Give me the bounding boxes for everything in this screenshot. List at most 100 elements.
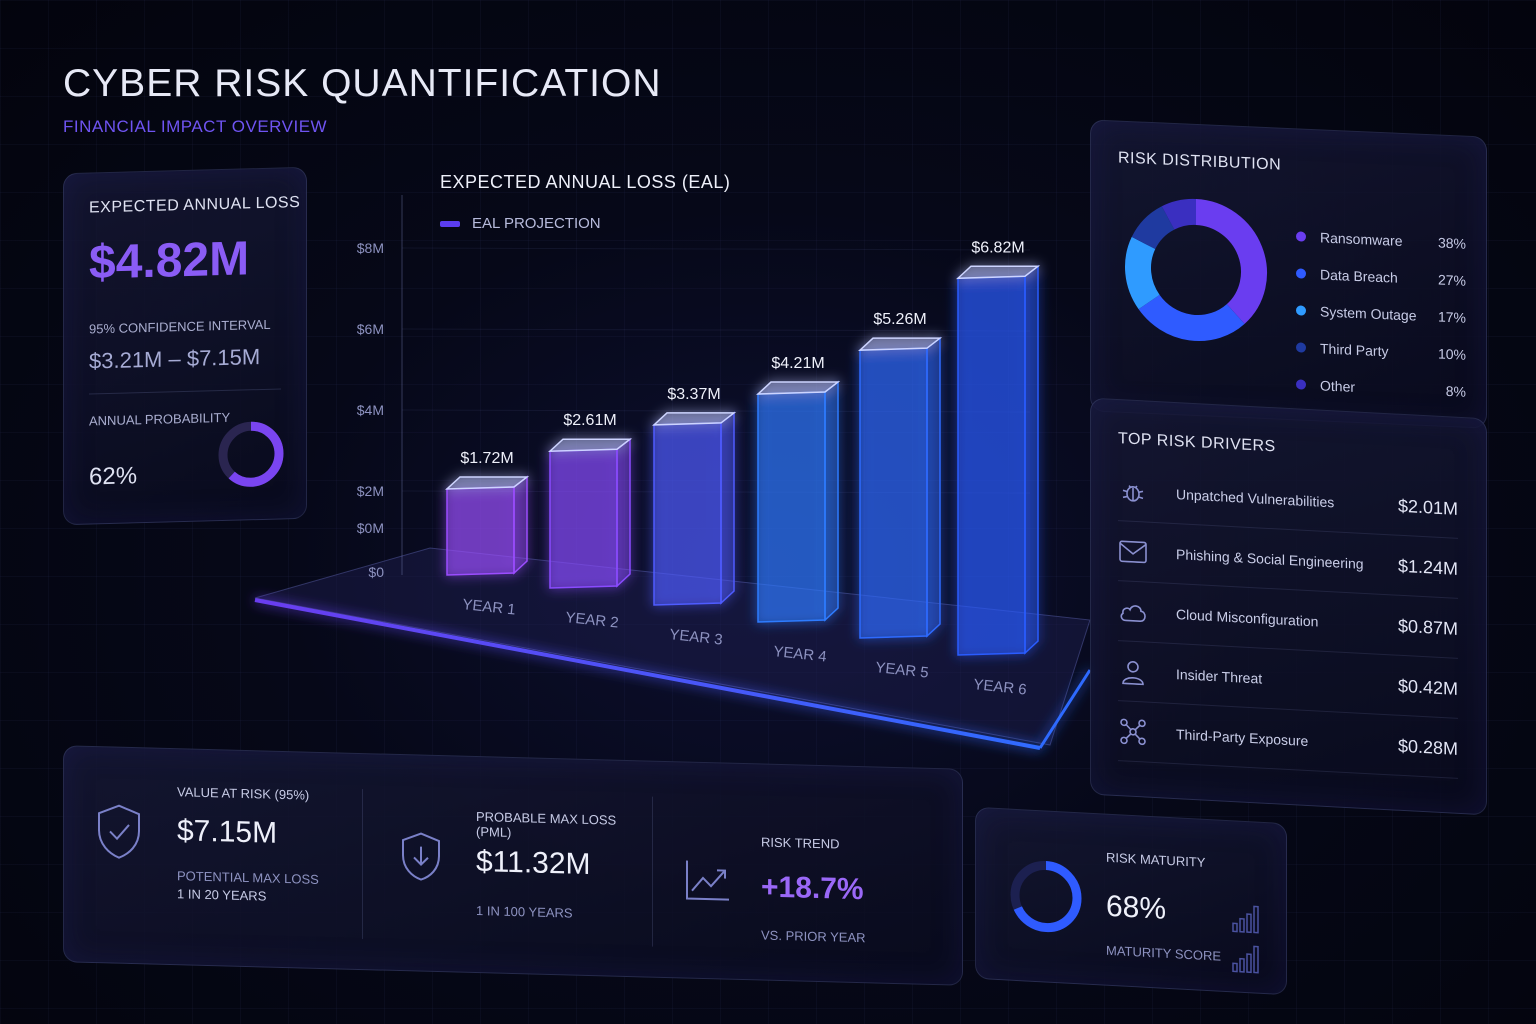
cloud-icon — [1118, 596, 1148, 628]
risk-distribution-legend: Ransomware 38% Data Breach 27% System Outage… — [1296, 217, 1466, 409]
bar — [956, 264, 1041, 656]
risk-maturity-panel[interactable]: RISK MATURITY 68% MATURITY SCORE — [975, 806, 1287, 996]
data-label: $6.82M — [971, 239, 1024, 256]
legend-name: Third Party — [1320, 339, 1389, 359]
risk-driver-value: $0.28M — [1397, 735, 1458, 759]
risk-distribution-panel[interactable]: RISK DISTRIBUTION Ransomware 38% Data Brea… — [1090, 119, 1487, 429]
shield-down-icon — [402, 832, 440, 881]
legend-label: EAL PROJECTION — [472, 215, 601, 232]
legend-pct: 27% — [1437, 271, 1466, 289]
bar-side — [720, 411, 735, 605]
x-tick-label: YEAR 6 — [973, 676, 1028, 698]
chart-title: EXPECTED ANNUAL LOSS (EAL) — [440, 172, 731, 192]
x-tick-label: YEAR 1 — [462, 596, 517, 618]
bars — [445, 264, 1041, 656]
legend-dot — [1296, 230, 1306, 242]
data-label: $1.72M — [460, 450, 513, 467]
maturity-sub: MATURITY SCORE — [1106, 942, 1222, 964]
legend-pct: 8% — [1445, 382, 1466, 400]
y-tick-label: $8M — [357, 240, 384, 256]
network-icon — [1118, 716, 1148, 748]
risk-driver-value: $0.87M — [1397, 615, 1458, 639]
legend-name: Other — [1320, 376, 1356, 395]
user-icon — [1118, 656, 1148, 688]
risk-driver-value: $0.42M — [1397, 675, 1458, 699]
bug-icon — [1118, 476, 1148, 508]
trend-up-icon — [686, 860, 729, 901]
probable-max-loss-stat[interactable]: PROBABLE MAX LOSS (PML) $11.32M 1 IN 100… — [364, 754, 654, 977]
risk-driver-value: $1.24M — [1397, 555, 1458, 579]
risk-drivers-list: Unpatched Vulnerabilities $2.01M Phishing … — [1091, 399, 1486, 779]
var-value: $7.15M — [177, 814, 278, 850]
risk-driver-row[interactable]: Insider Threat $0.42M — [1118, 642, 1458, 719]
legend-row[interactable]: Other 8% — [1296, 365, 1466, 409]
bar-top — [548, 438, 633, 453]
shield-check-icon — [98, 804, 140, 859]
legend-pct: 17% — [1437, 308, 1466, 326]
top-risk-drivers-label: TOP RISK DRIVERS — [1118, 430, 1276, 456]
risk-driver-name: Third-Party Exposure — [1176, 726, 1309, 750]
y-tick-label: $4M — [357, 402, 384, 418]
page-subtitle: FINANCIAL IMPACT OVERVIEW — [63, 117, 328, 136]
y-tick-label: $6M — [357, 321, 384, 337]
bar-front — [859, 347, 928, 639]
y-tick-label: $2M — [357, 483, 384, 499]
risk-trend-stat[interactable]: RISK TREND +18.7% VS. PRIOR YEAR — [654, 762, 954, 985]
y-tick-label: $0M — [357, 520, 384, 536]
gridline — [401, 328, 1031, 332]
probability-donut — [218, 421, 284, 487]
bar-side — [616, 437, 631, 588]
pml-value: $11.32M — [476, 845, 591, 882]
data-labels: $1.72M $2.61M $3.37M $4.21M $5.26M $6.82M — [460, 239, 1024, 467]
bar-front — [757, 391, 826, 623]
legend-swatch — [440, 220, 460, 227]
risk-driver-value: $2.01M — [1397, 495, 1458, 519]
data-label: $3.37M — [667, 386, 720, 403]
bar-side — [513, 475, 528, 575]
maturity-value: 68% — [1106, 889, 1167, 926]
risk-driver-row[interactable]: Unpatched Vulnerabilities $2.01M — [1118, 462, 1458, 539]
x-tick-label: YEAR 4 — [773, 643, 828, 665]
maturity-label: RISK MATURITY — [1106, 849, 1206, 870]
data-label: $2.61M — [563, 412, 616, 429]
risk-driver-name: Unpatched Vulnerabilities — [1176, 486, 1335, 511]
bar — [756, 380, 841, 623]
bar-chart-icon — [1232, 905, 1259, 974]
pml-label: PROBABLE MAX LOSS (PML) — [476, 809, 617, 840]
legend-name: Data Breach — [1320, 265, 1398, 286]
value-at-risk-stat[interactable]: VALUE AT RISK (95%) $7.15M POTENTIAL MAX… — [64, 746, 364, 969]
risk-driver-row[interactable]: Cloud Misconfiguration $0.87M — [1118, 582, 1458, 659]
data-label: $4.21M — [771, 355, 824, 372]
risk-driver-name: Insider Threat — [1176, 666, 1263, 687]
trend-sub: VS. PRIOR YEAR — [761, 927, 866, 946]
legend-dot — [1296, 304, 1306, 316]
risk-driver-row[interactable]: Third-Party Exposure $0.28M — [1118, 702, 1458, 779]
chart-legend: EAL PROJECTION — [440, 215, 601, 232]
separator — [362, 789, 363, 940]
risk-stats-panel: VALUE AT RISK (95%) $7.15M POTENTIAL MAX… — [63, 745, 963, 986]
x-tick-label: YEAR 3 — [669, 626, 724, 648]
var-label: VALUE AT RISK (95%) — [177, 784, 310, 803]
bar-side — [1024, 264, 1039, 655]
pml-sub: 1 IN 100 YEARS — [476, 903, 573, 921]
data-label: $5.26M — [873, 311, 926, 328]
bar-front — [549, 448, 618, 589]
bar-front — [957, 275, 1026, 656]
maturity-donut — [1010, 860, 1082, 933]
bar — [858, 336, 943, 639]
mail-icon — [1118, 536, 1148, 568]
separator — [652, 796, 653, 947]
top-risk-drivers-panel[interactable]: TOP RISK DRIVERS Unpatched Vulnerabiliti… — [1090, 397, 1487, 816]
bar-top — [756, 381, 841, 395]
legend-name: System Outage — [1320, 302, 1417, 324]
eal-card[interactable]: EXPECTED ANNUAL LOSS $4.82M 95% CONFIDEN… — [63, 166, 307, 526]
bar-top — [652, 412, 737, 426]
bar-front — [446, 486, 515, 576]
risk-driver-row[interactable]: Phishing & Social Engineering $1.24M — [1118, 522, 1458, 599]
bar — [445, 475, 530, 576]
bar-top — [956, 265, 1041, 280]
risk-distribution-donut — [1125, 198, 1267, 341]
risk-driver-name: Phishing & Social Engineering — [1176, 546, 1364, 572]
trend-label: RISK TREND — [761, 834, 840, 852]
